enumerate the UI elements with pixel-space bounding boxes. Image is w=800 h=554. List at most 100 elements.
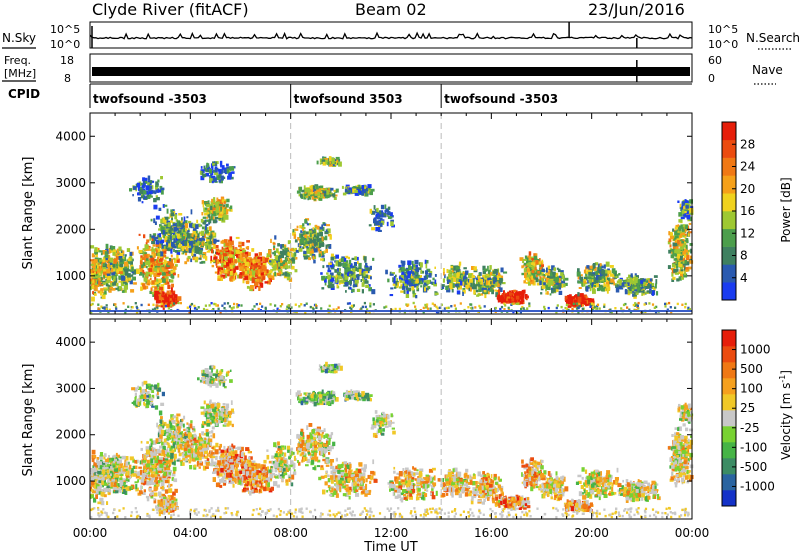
data-cell [615,276,618,279]
data-cell [239,266,244,271]
data-cell [304,241,308,245]
data-cell [246,240,250,243]
data-cell [298,248,303,252]
data-cell [450,278,454,283]
data-cell [213,245,216,249]
data-cell [115,268,118,271]
data-cell [278,256,280,261]
data-cell [326,272,329,275]
data-cell [191,233,194,237]
data-cell [672,276,676,280]
data-cell [256,278,260,282]
data-cell [369,208,372,214]
data-cell [94,277,99,281]
nsky-tick-bottom: 10^0 [50,38,80,51]
data-cell [222,274,226,277]
data-cell [540,292,543,295]
data-cell [651,303,655,306]
data-cell [210,259,212,264]
data-cell [254,264,257,269]
data-cell [212,232,216,236]
data-cell [114,252,118,257]
data-cell [143,196,148,199]
data-cell [631,285,634,289]
data-cell [309,238,313,243]
data-cell [473,289,476,295]
data-cell [233,269,236,273]
data-cell [157,269,161,274]
data-cell [424,259,427,265]
data-cell [342,192,347,196]
data-cell [220,240,224,244]
data-cell [239,272,243,275]
data-cell [384,209,388,212]
freq-frame [89,53,693,83]
data-cell [203,207,208,213]
data-cell [163,233,167,239]
data-cell [160,226,165,231]
data-cell [146,194,150,199]
data-cell [144,258,148,263]
data-cell [481,287,485,291]
data-cell [363,271,366,277]
data-cell [491,284,495,288]
data-cell [108,289,112,293]
data-cell [320,307,323,310]
data-cell [139,272,143,276]
data-cell [308,196,311,199]
data-cell [314,224,318,228]
data-cell [209,211,212,215]
data-cell [212,216,215,221]
data-cell [205,239,210,242]
data-cell [216,239,220,242]
data-cell [137,197,142,202]
data-cell [409,282,413,286]
nsky-tick-top: 10^5 [50,23,80,36]
data-cell [258,252,262,256]
data-cell [489,288,493,292]
data-cell [92,284,95,289]
data-cell [106,264,109,268]
data-cell [556,289,559,292]
data-cell [152,293,155,297]
data-cell [239,247,242,250]
data-cell [182,250,185,255]
data-cell [126,273,131,278]
data-cell [455,284,459,287]
data-cell [263,257,265,262]
data-cell [144,244,149,250]
data-cell [251,248,255,252]
data-cell [534,267,537,271]
data-cell [143,277,148,282]
data-cell [467,306,470,309]
data-cell [365,274,369,279]
data-cell [174,294,178,298]
data-cell [335,261,338,267]
data-cell [184,233,187,238]
data-cell [151,280,155,285]
data-cell [219,204,223,207]
data-cell [211,213,215,216]
data-cell [271,277,275,280]
data-cell [132,194,134,197]
data-cell [679,203,682,208]
data-cell [538,261,542,265]
data-cell [337,306,340,309]
data-cell [102,263,106,266]
data-cell [172,272,176,276]
data-cell [301,194,303,197]
data-cell [140,266,144,272]
data-cell [110,265,113,268]
data-cell [157,295,162,300]
data-cell [304,188,309,192]
freq-strip: Freq. [MHz] 18 8 60 0 Nave [2,53,783,85]
data-cell [142,285,147,290]
data-cell [94,282,98,286]
data-cell [130,289,135,293]
data-cell [164,281,168,285]
data-cell [575,302,578,305]
data-cell [166,247,170,251]
data-cell [118,246,122,251]
data-cell [549,293,552,296]
data-cell [146,253,150,258]
